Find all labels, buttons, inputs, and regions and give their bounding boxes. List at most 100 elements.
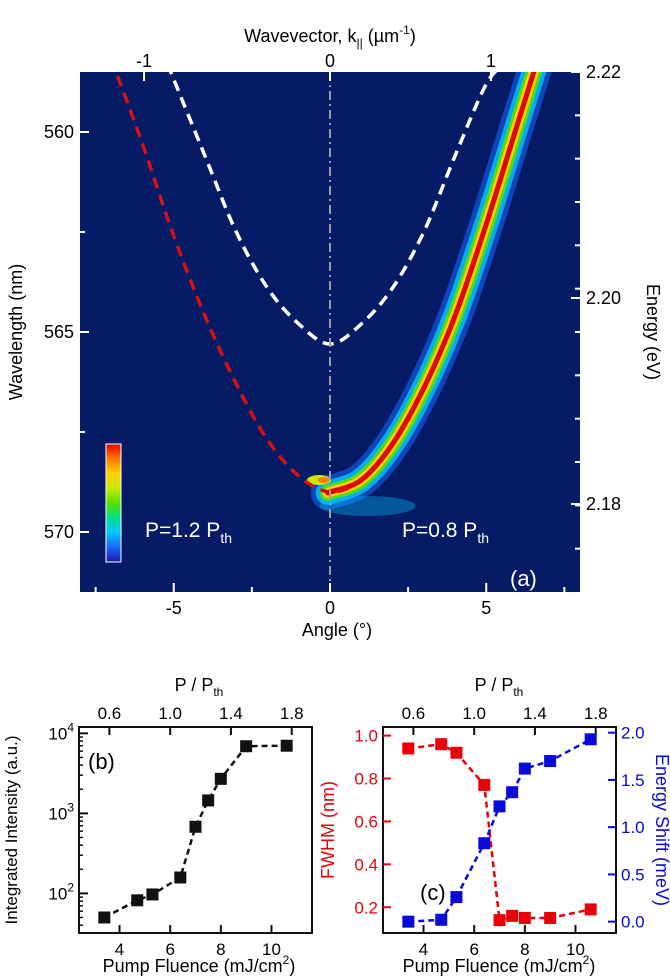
- c-x-tick-label: 8: [520, 940, 529, 959]
- panel-a-y-axis-title: Wavelength (nm): [6, 264, 26, 400]
- colorbar: [105, 443, 122, 563]
- c-left-data-point: [584, 903, 597, 916]
- right-tick-label: 2.18: [586, 494, 621, 514]
- panel-a-right-axis-title: Energy (eV): [643, 284, 663, 380]
- c-right-data-point: [402, 915, 415, 928]
- b-data-point: [214, 772, 227, 785]
- x-tick-label: 0: [325, 598, 335, 618]
- panel-c-right-axis-title: Energy Shift (meV): [652, 754, 670, 906]
- pump-label-left: P=1.2 Pth: [145, 519, 232, 546]
- c-left-tick-label: 0.2: [354, 898, 378, 917]
- c-left-tick-label: 0.8: [354, 770, 378, 789]
- panel-b-frame: [78, 726, 313, 934]
- pump-label-right: P=0.8 Pth: [402, 519, 489, 546]
- b-top-tick-label: 1.4: [219, 704, 243, 723]
- panel-a-x-axis-title: Angle (°): [302, 620, 372, 640]
- panel-b-top-axis-title: P / Pth: [175, 675, 224, 699]
- right-tick-label: 2.20: [586, 288, 621, 308]
- y-tick-label: 560: [44, 122, 74, 142]
- panel-c-left-axis-title: FWHM (nm): [318, 781, 338, 879]
- c-top-tick-label: 1.0: [462, 704, 486, 723]
- x-tick-label: -5: [166, 598, 182, 618]
- c-left-data-point: [402, 742, 415, 755]
- c-right-tick-label: 1.5: [621, 771, 645, 790]
- panel-b-plot: [98, 739, 293, 924]
- panel-a-label: (a): [510, 566, 537, 591]
- c-left-data-point: [544, 911, 557, 924]
- b-data-point: [146, 888, 159, 901]
- b-data-point: [98, 911, 111, 924]
- b-x-tick-label: 6: [165, 940, 174, 959]
- c-left-data-point: [506, 909, 519, 922]
- c-right-tick-label: 0.5: [621, 865, 645, 884]
- right-tick-label: 2.22: [586, 62, 621, 82]
- condensate-core: [317, 477, 330, 483]
- b-y-tick-label: 102: [48, 880, 74, 903]
- c-right-data-point: [518, 762, 531, 775]
- c-right-data-point: [493, 800, 506, 813]
- top-tick-label: 1: [486, 51, 496, 71]
- c-right-data-point: [435, 913, 448, 926]
- b-data-point: [174, 871, 187, 884]
- b-x-tick-label: 10: [262, 940, 281, 959]
- b-top-tick-label: 1.8: [280, 704, 304, 723]
- b-top-tick-label: 1.0: [158, 704, 182, 723]
- b-top-tick-label: 0.6: [98, 704, 122, 723]
- white-dashed-curve: [168, 72, 498, 346]
- panel-b-label: (b): [88, 749, 115, 774]
- c-right-tick-label: 0.0: [621, 913, 645, 932]
- c-left-tick-label: 0.6: [354, 812, 378, 831]
- panel-b-ticks: 4 6 8 10 0.6 1.0 1.4 1.8 102 103 104: [48, 704, 303, 959]
- c-left-tick-label: 1.0: [354, 727, 378, 746]
- c-right-data-point: [584, 733, 597, 746]
- b-data-point: [202, 794, 215, 807]
- c-left-data-point: [435, 738, 448, 751]
- c-right-data-point: [478, 837, 491, 850]
- b-data-point: [280, 739, 293, 752]
- panel-c-top-axis-title: P / Pth: [475, 675, 524, 699]
- c-right-data-point: [544, 755, 557, 768]
- panel-c: 4 6 8 10 0.6 1.0 1.4 1.8 0.2 0.4 0.6 0.8 1.0 0.0 0.5 1.…: [318, 675, 670, 976]
- c-left-data-point: [450, 746, 463, 759]
- b-x-tick-label: 4: [115, 940, 124, 959]
- c-left-data-point: [493, 914, 506, 927]
- panel-c-ticks: 4 6 8 10 0.6 1.0 1.4 1.8 0.2 0.4 0.6 0.8 1.0 0.0 0.5 1.…: [354, 704, 644, 959]
- panel-c-label: (c): [420, 880, 446, 905]
- panel-a-top-axis-title: Wavevector, k|| (µm-1): [244, 23, 416, 50]
- c-right-data-point: [450, 891, 463, 904]
- top-tick-label: 0: [325, 51, 335, 71]
- panel-c-frame: [382, 726, 617, 934]
- x-tick-label: 5: [481, 598, 491, 618]
- c-top-tick-label: 1.8: [584, 704, 608, 723]
- panel-b: 4 6 8 10 0.6 1.0 1.4 1.8 102 103 104 (b) P / Pth P…: [2, 675, 313, 976]
- b-data-point: [131, 894, 144, 907]
- panel-c-x-axis-title: Pump Fluence (mJ/cm2): [403, 953, 596, 976]
- panel-a-ticks: -5 0 5 560 565 570 -1 0 1 2.22 2.20 2.18: [44, 51, 621, 618]
- b-y-tick-label: 103: [48, 800, 74, 823]
- c-right-data-point: [506, 786, 519, 799]
- panel-b-y-axis-title: Integrated Intensity (a.u.): [2, 736, 21, 925]
- b-data-point: [189, 820, 202, 833]
- y-tick-label: 570: [44, 522, 74, 542]
- panel-c-plot: [402, 733, 597, 928]
- top-tick-label: -1: [136, 51, 152, 71]
- b-data-point: [240, 740, 253, 753]
- b-y-tick-label: 104: [48, 720, 74, 743]
- c-x-tick-label: 4: [419, 940, 428, 959]
- c-right-tick-label: 1.0: [621, 818, 645, 837]
- c-left-data-point: [518, 911, 531, 924]
- c-left-data-point: [478, 778, 491, 791]
- emission-tail: [319, 496, 416, 516]
- c-left-tick-label: 0.4: [354, 855, 378, 874]
- pump-label-left-sub: th: [220, 530, 232, 546]
- b-x-tick-label: 8: [216, 940, 225, 959]
- c-x-tick-label: 6: [469, 940, 478, 959]
- c-left-series-line: [408, 742, 591, 922]
- c-right-tick-label: 2.0: [621, 724, 645, 743]
- c-top-tick-label: 1.4: [523, 704, 547, 723]
- panel-b-x-axis-title: Pump Fluence (mJ/cm2): [103, 953, 296, 976]
- c-top-tick-label: 0.6: [402, 704, 426, 723]
- y-tick-label: 565: [44, 322, 74, 342]
